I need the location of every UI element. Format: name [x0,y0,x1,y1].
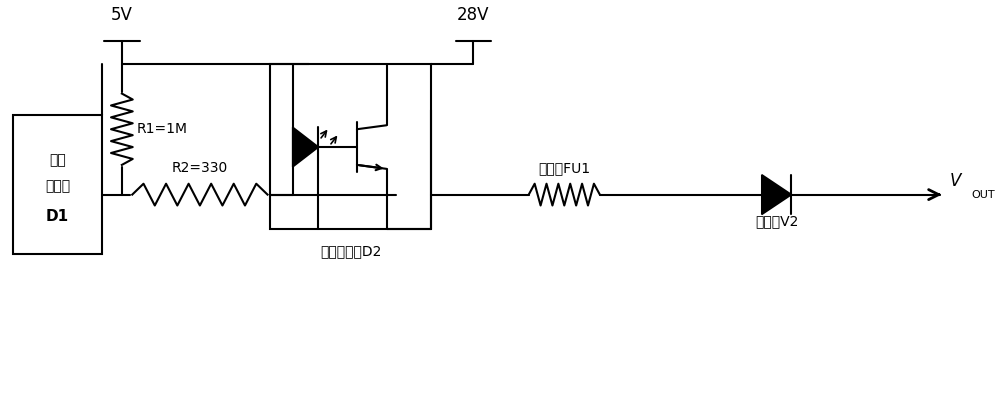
Text: 二极管V2: 二极管V2 [755,215,798,228]
Polygon shape [762,175,791,215]
Text: R1=1M: R1=1M [137,122,188,136]
Text: D1: D1 [46,209,69,224]
Bar [270,64,431,229]
Bar [13,116,102,254]
Polygon shape [293,127,318,167]
Text: 保险丝FU1: 保险丝FU1 [538,161,590,175]
Text: 总线: 总线 [49,153,66,167]
Text: 收发器: 收发器 [45,180,70,194]
Text: OUT: OUT [971,189,995,200]
Text: 固态继电器D2: 固态继电器D2 [320,244,381,258]
Text: 5V: 5V [111,6,133,24]
Text: R2=330: R2=330 [172,161,228,175]
Text: 28V: 28V [457,6,490,24]
Text: V: V [949,172,961,189]
